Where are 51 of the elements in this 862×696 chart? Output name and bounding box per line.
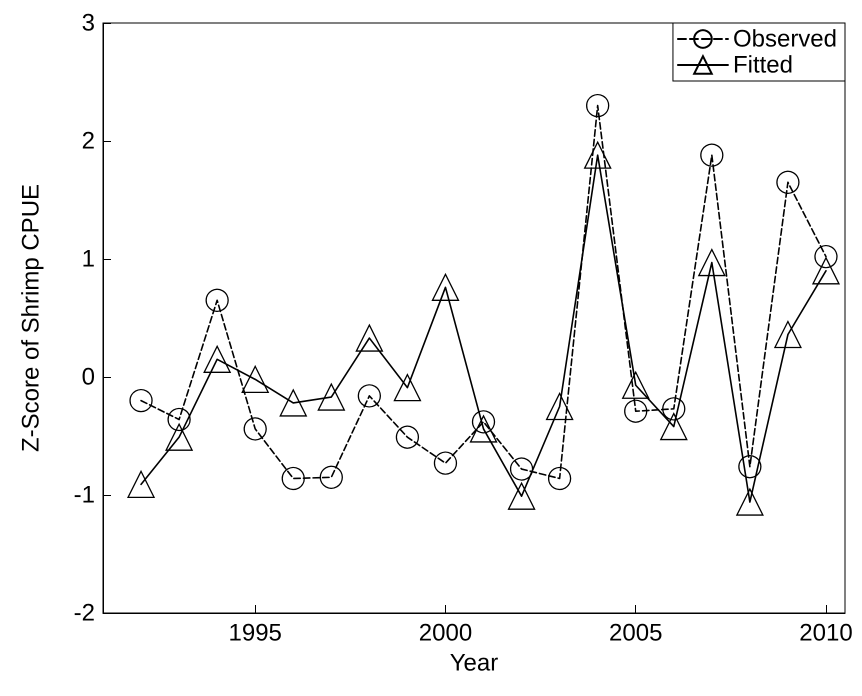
point <box>394 374 422 402</box>
y-tick-label: -1 <box>74 482 95 508</box>
point <box>242 366 269 394</box>
point <box>698 248 726 276</box>
legend-label: Observed <box>732 26 838 52</box>
point <box>584 142 612 169</box>
point <box>508 482 536 510</box>
point <box>167 408 191 432</box>
point <box>812 257 840 284</box>
point <box>776 170 800 194</box>
point <box>548 466 572 490</box>
point <box>165 424 193 451</box>
point <box>358 384 382 408</box>
point <box>282 466 305 490</box>
point <box>396 426 420 449</box>
point <box>622 372 650 399</box>
point <box>127 470 155 498</box>
legend-label: Fitted <box>732 52 793 78</box>
y-tick-label: 1 <box>82 246 95 272</box>
point <box>320 466 343 489</box>
x-tick-label: 2000 <box>418 620 472 646</box>
x-tick-label: 1995 <box>228 620 282 646</box>
point <box>662 397 686 421</box>
point <box>774 320 802 348</box>
x-axis-title: Year <box>450 650 498 676</box>
y-tick-label: 3 <box>82 10 95 36</box>
point <box>624 400 648 423</box>
point <box>356 324 384 352</box>
point <box>738 455 762 478</box>
point <box>470 415 498 443</box>
y-tick-label: -2 <box>74 600 95 626</box>
point <box>318 383 345 411</box>
point <box>244 417 267 441</box>
point <box>434 451 458 475</box>
point <box>660 412 688 440</box>
point <box>510 457 534 481</box>
point <box>206 288 229 312</box>
x-tick-label: 2010 <box>799 620 853 646</box>
point <box>204 346 231 373</box>
point <box>432 274 460 301</box>
point <box>280 389 307 417</box>
point <box>546 392 574 420</box>
point <box>736 488 764 516</box>
x-tick-label: 2005 <box>609 620 662 646</box>
point <box>700 144 724 167</box>
y-tick-label: 0 <box>82 364 95 390</box>
point <box>586 94 610 118</box>
y-axis-title: Z-Score of Shrimp CPUE <box>18 184 44 452</box>
y-tick-label: 2 <box>82 128 95 154</box>
point <box>129 388 153 412</box>
point <box>814 244 838 268</box>
